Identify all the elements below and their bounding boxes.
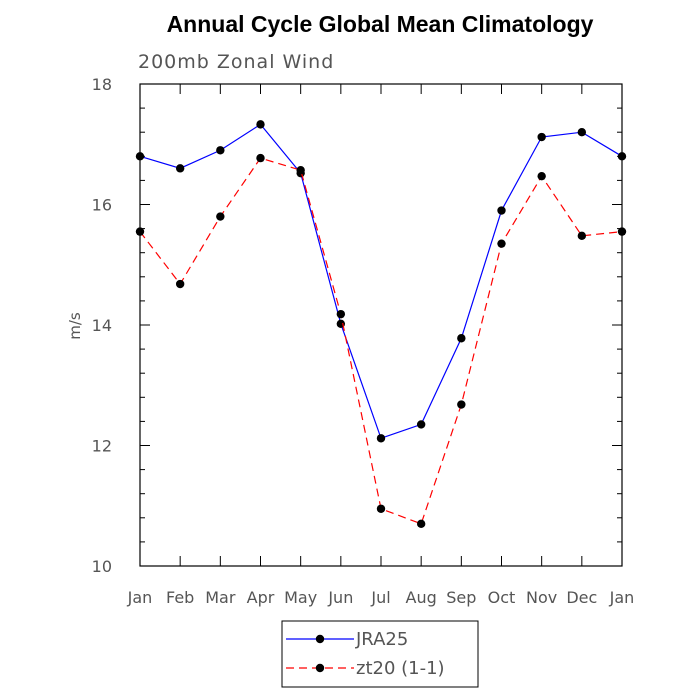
legend-label-1: zt20 (1-1) xyxy=(356,658,445,679)
series-0-point xyxy=(577,128,587,137)
x-tick-label: May xyxy=(284,588,317,607)
y-tick-label: 16 xyxy=(92,196,112,215)
series-0-point xyxy=(457,334,466,343)
x-tick-label: Jun xyxy=(327,588,353,607)
series-1-point xyxy=(256,153,265,163)
series-1-point xyxy=(296,165,305,175)
series-1-point xyxy=(216,212,225,221)
series-0-point xyxy=(216,146,225,155)
legend-box xyxy=(281,620,479,688)
y-axis-label: m/s xyxy=(66,312,84,340)
x-tick-label: Aug xyxy=(406,588,437,607)
series-1-point xyxy=(537,171,546,181)
series-1-point xyxy=(577,231,587,241)
series-0-point xyxy=(135,152,145,161)
x-tick-label: Nov xyxy=(526,588,557,607)
series-line-1 xyxy=(139,157,623,525)
x-tick-label: Sep xyxy=(446,588,476,607)
series-0-point xyxy=(537,132,546,142)
x-tick-label: Feb xyxy=(166,588,194,607)
series-0-point xyxy=(175,164,185,173)
x-tick-label: Jan xyxy=(609,588,635,607)
series-1-point xyxy=(175,279,185,289)
x-tick-label: Dec xyxy=(566,588,597,607)
chart-subtitle: 200mb Zonal Wind xyxy=(138,51,334,73)
series-1-point xyxy=(617,227,627,236)
plot-area: 10 12 14 16 18 Jan Feb Mar Apr May Jun Jul Aug Sep Oct… xyxy=(92,75,635,607)
legend-marker-0 xyxy=(315,634,325,644)
y-tick-label: 18 xyxy=(92,75,112,94)
series-1-point xyxy=(497,239,506,248)
x-tick-label: Apr xyxy=(247,588,275,607)
x-tick-label: Oct xyxy=(488,588,516,607)
series-1-point xyxy=(416,519,426,529)
legend-label-0: JRA25 xyxy=(355,629,408,650)
legend: JRA25 zt20 (1-1) xyxy=(281,620,479,688)
series-1-point xyxy=(376,504,386,513)
plot-frame xyxy=(139,83,623,567)
series-0-point xyxy=(416,420,426,429)
series-0-point xyxy=(376,434,386,443)
series-0-point xyxy=(497,206,506,215)
y-tick-label: 12 xyxy=(92,437,112,456)
series-1-point xyxy=(457,400,466,409)
series-0-point xyxy=(617,152,627,161)
series-1-point xyxy=(135,227,145,236)
series-line-0 xyxy=(139,123,623,440)
x-tick-label: Mar xyxy=(205,588,236,607)
chart-title: Annual Cycle Global Mean Climatology xyxy=(167,11,594,37)
y-tick-label: 14 xyxy=(92,316,112,335)
series-0-point xyxy=(256,120,265,129)
legend-marker-1 xyxy=(315,663,325,673)
x-tick-label: Jul xyxy=(370,588,390,607)
series-1-point xyxy=(336,309,346,319)
y-tick-label: 10 xyxy=(92,557,112,576)
x-tick-label: Jan xyxy=(127,588,153,607)
